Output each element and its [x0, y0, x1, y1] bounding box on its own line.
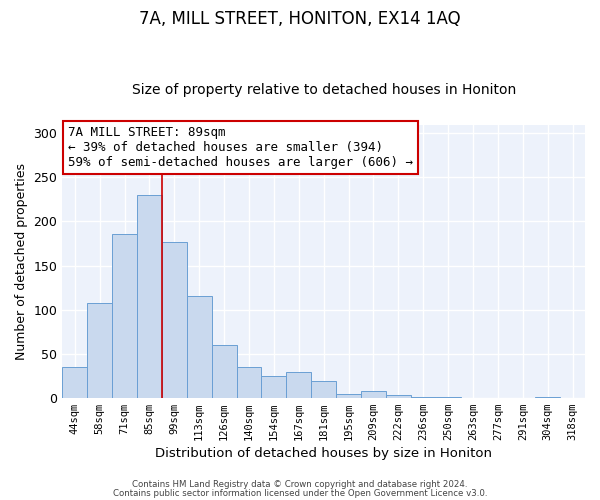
Bar [411, 397, 436, 398]
Bar [311, 381, 336, 398]
Bar [162, 242, 187, 398]
Bar [286, 372, 311, 398]
Text: Contains HM Land Registry data © Crown copyright and database right 2024.: Contains HM Land Registry data © Crown c… [132, 480, 468, 489]
Bar [112, 234, 137, 398]
Bar [137, 195, 162, 398]
Bar [262, 376, 286, 398]
Bar [336, 394, 361, 398]
X-axis label: Distribution of detached houses by size in Honiton: Distribution of detached houses by size … [155, 447, 492, 460]
Y-axis label: Number of detached properties: Number of detached properties [15, 162, 28, 360]
Bar [62, 367, 87, 398]
Bar [187, 296, 212, 398]
Bar [361, 390, 386, 398]
Bar [386, 395, 411, 398]
Bar [212, 345, 236, 398]
Title: Size of property relative to detached houses in Honiton: Size of property relative to detached ho… [131, 83, 516, 97]
Text: 7A MILL STREET: 89sqm
← 39% of detached houses are smaller (394)
59% of semi-det: 7A MILL STREET: 89sqm ← 39% of detached … [68, 126, 413, 169]
Bar [87, 304, 112, 398]
Bar [436, 397, 461, 398]
Bar [236, 367, 262, 398]
Text: Contains public sector information licensed under the Open Government Licence v3: Contains public sector information licen… [113, 488, 487, 498]
Text: 7A, MILL STREET, HONITON, EX14 1AQ: 7A, MILL STREET, HONITON, EX14 1AQ [139, 10, 461, 28]
Bar [535, 397, 560, 398]
